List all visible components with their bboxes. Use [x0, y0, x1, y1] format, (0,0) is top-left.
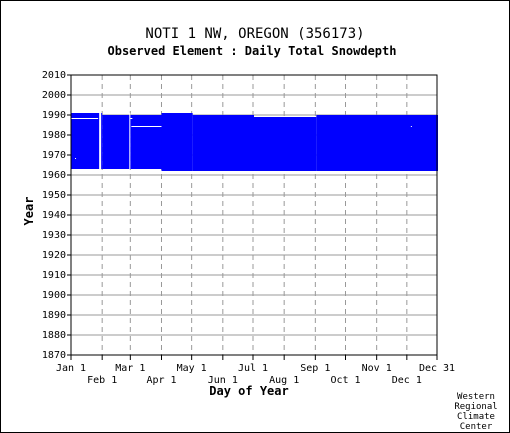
- coverage-block: [316, 115, 439, 171]
- credit-line: Western: [457, 392, 495, 402]
- x-tick-label: Jan 1: [56, 363, 86, 374]
- data-gap: [131, 126, 162, 127]
- x-tick-label: May 1: [177, 363, 207, 374]
- x-tick-label: Aug 1: [269, 375, 299, 386]
- x-tick-label: Jun 1: [208, 375, 238, 386]
- data-gap: [130, 118, 133, 119]
- y-tick-label: 1960: [42, 170, 66, 181]
- y-axis-label: Year: [22, 197, 36, 226]
- plot-area: 1870 1880 1890 1900 1910 1920 1930 1940 1950 1960…: [42, 70, 455, 386]
- data-gap: [75, 158, 77, 159]
- y-tick-label: 1900: [42, 290, 66, 301]
- y-tick-label: 1890: [42, 310, 66, 321]
- coverage-block: [254, 117, 317, 171]
- y-tick-label: 1930: [42, 230, 66, 241]
- credit-line: Climate: [457, 412, 495, 422]
- data-gap: [129, 113, 131, 169]
- x-tick-label: Jul 1: [238, 363, 268, 374]
- y-tick-label: 1950: [42, 190, 66, 201]
- x-tick-label: Apr 1: [146, 375, 176, 386]
- coverage-block: [130, 115, 162, 169]
- data-gap: [99, 113, 102, 169]
- data-gap: [410, 126, 412, 127]
- y-tick-label: 1880: [42, 330, 66, 341]
- coverage-block: [71, 113, 103, 169]
- credit-line: Center: [460, 422, 493, 432]
- y-tick-label: 1970: [42, 150, 66, 161]
- x-tick-label: Feb 1: [87, 375, 117, 386]
- y-tick-label: 1870: [42, 350, 66, 361]
- x-tick-label: Dec 1: [392, 375, 422, 386]
- y-tick-label: 2010: [42, 70, 66, 81]
- y-tick-label: 2000: [42, 90, 66, 101]
- x-tick-label: Mar 1: [115, 363, 145, 374]
- credit-line: Regional: [454, 402, 497, 412]
- x-tick-label: Nov 1: [362, 363, 392, 374]
- plot-border: [70, 74, 438, 356]
- coverage-block: [161, 113, 193, 171]
- y-tick-label: 1910: [42, 270, 66, 281]
- y-tick-label: 1940: [42, 210, 66, 221]
- chart-title: NOTI 1 NW, OREGON (356173): [145, 26, 364, 42]
- y-tick-label: 1980: [42, 130, 66, 141]
- data-gap: [71, 118, 99, 119]
- x-tick-label: Sep 1: [300, 363, 330, 374]
- coverage-block: [192, 115, 254, 171]
- x-axis-label: Day of Year: [209, 384, 288, 398]
- x-tick-label: Oct 1: [330, 375, 360, 386]
- x-tick-label: Dec 31: [419, 363, 455, 374]
- coverage-block: [102, 115, 131, 169]
- y-tick-label: 1990: [42, 110, 66, 121]
- y-tick-label: 1920: [42, 250, 66, 261]
- chart-subtitle: Observed Element : Daily Total Snowdepth: [108, 44, 397, 58]
